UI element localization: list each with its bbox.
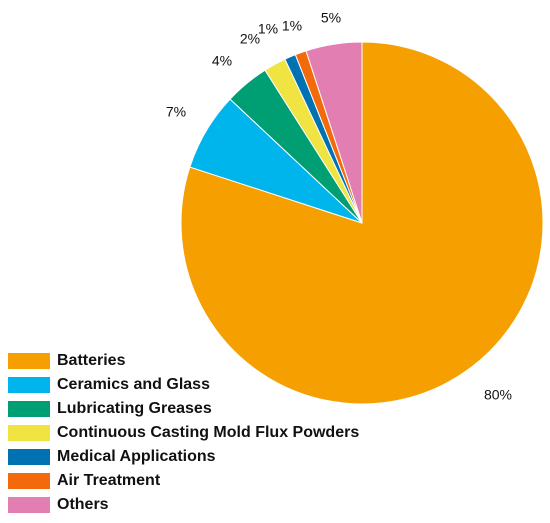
legend-swatch (8, 473, 50, 489)
slice-label-lubricating-greases: 4% (212, 53, 232, 69)
legend-swatch (8, 449, 50, 465)
pie-slice-others (305, 41, 363, 224)
legend-item-batteries: Batteries (8, 349, 359, 373)
slice-label-batteries: 80% (484, 387, 512, 403)
legend-swatch (8, 497, 50, 513)
legend-swatch (8, 377, 50, 393)
legend-label: Lubricating Greases (57, 400, 212, 417)
legend-swatch (8, 353, 50, 369)
legend-item-medical-applications: Medical Applications (8, 445, 359, 469)
legend-label: Air Treatment (57, 472, 161, 489)
legend-label: Ceramics and Glass (57, 376, 210, 393)
legend-item-lubricating-greases: Lubricating Greases (8, 397, 359, 421)
slice-label-others: 5% (321, 10, 341, 26)
legend-item-ceramics-and-glass: Ceramics and Glass (8, 373, 359, 397)
legend-item-others: Others (8, 493, 359, 517)
legend-item-continuous-casting-mold-flux-powders: Continuous Casting Mold Flux Powders (8, 421, 359, 445)
legend-label: Medical Applications (57, 448, 216, 465)
legend-item-air-treatment: Air Treatment (8, 469, 359, 493)
legend-swatch (8, 401, 50, 417)
chart-legend: Batteries Ceramics and Glass Lubricating G… (8, 349, 359, 517)
pie-slice-batteries (180, 41, 544, 405)
legend-swatch (8, 425, 50, 441)
slice-label-ceramics-and-glass: 7% (166, 104, 186, 120)
slice-label-air-treatment: 1% (282, 18, 302, 34)
legend-label: Others (57, 496, 109, 513)
slice-label-medical-applications: 1% (258, 21, 278, 37)
slice-label-continuous-casting-mold-flux-powders: 2% (240, 31, 260, 47)
legend-label: Continuous Casting Mold Flux Powders (57, 424, 360, 441)
legend-label: Batteries (57, 352, 126, 369)
